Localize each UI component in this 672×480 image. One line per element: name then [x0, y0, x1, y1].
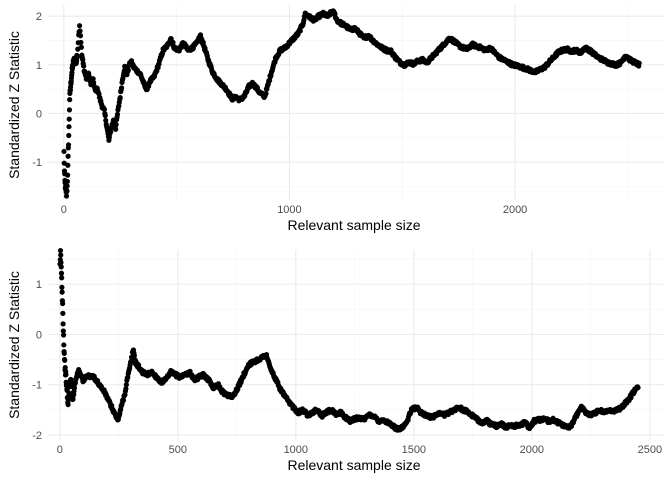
bottom-data-point: [63, 372, 69, 378]
top-data-point: [66, 124, 72, 130]
top-y-tick-label: -1: [32, 157, 42, 169]
bottom-data-point: [57, 247, 64, 254]
bottom-data-point: [60, 328, 66, 334]
top-data-point: [61, 148, 67, 155]
top-data-point: [101, 106, 108, 112]
top-data-point: [81, 63, 87, 69]
top-data-point: [77, 28, 83, 34]
bottom-data-point: [71, 385, 78, 391]
bottom-data-point: [65, 401, 71, 408]
bottom-data-point: [59, 284, 65, 290]
bottom-x-tick-label: 500: [169, 444, 187, 456]
top-data-point: [65, 162, 71, 168]
bottom-data-point: [120, 397, 127, 403]
top-data-point: [108, 129, 114, 135]
bottom-y-tick-label: 1: [36, 279, 42, 291]
top-data-point: [77, 33, 84, 39]
top-data-point: [65, 153, 71, 159]
top-data-point: [78, 44, 84, 50]
bottom-scatter-panel: -2 -1 0 1 0 500 1000 1500 2000 2500 Relevant sam…: [6, 247, 664, 473]
top-data-point: [114, 111, 121, 117]
top-data-point: [76, 23, 83, 29]
bottom-x-tick-label: 0: [57, 444, 63, 456]
bottom-data-point: [60, 300, 66, 307]
bottom-x-tick-label: 2500: [638, 444, 662, 456]
bottom-x-tick-label: 2000: [520, 444, 544, 456]
top-data-point: [297, 28, 303, 34]
bottom-points: [57, 247, 641, 433]
top-data-point: [66, 107, 73, 113]
top-data-point: [263, 91, 269, 97]
top-data-point: [67, 97, 73, 103]
top-data-point: [118, 85, 125, 91]
top-data-point: [66, 116, 72, 122]
top-data-point: [63, 193, 70, 199]
top-x-tick-labels: 0 1000 2000: [61, 204, 528, 216]
top-data-point: [636, 60, 642, 66]
top-x-axis-title: Relevant sample size: [287, 217, 420, 233]
top-data-point: [90, 76, 96, 82]
top-data-point: [102, 113, 108, 119]
top-x-tick-label: 1000: [277, 204, 301, 216]
top-data-point: [117, 95, 123, 101]
top-data-point: [65, 142, 72, 148]
top-data-point: [64, 178, 71, 185]
bottom-data-point: [60, 332, 67, 338]
bottom-data-point: [58, 264, 64, 270]
top-y-tick-label: 0: [36, 108, 42, 120]
top-scatter-panel: -1 0 1 2 0 1000 2000 Relevant sample size Sta…: [6, 5, 664, 233]
top-data-point: [74, 54, 80, 60]
top-points: [61, 8, 642, 199]
top-data-point: [103, 117, 109, 124]
bottom-data-point: [59, 275, 65, 281]
bottom-data-point: [61, 342, 67, 348]
bottom-x-tick-labels: 0 500 1000 1500 2000 2500: [57, 444, 662, 456]
bottom-y-tick-label: 0: [36, 329, 42, 341]
top-y-tick-labels: -1 0 1 2: [32, 11, 42, 169]
bottom-data-point: [62, 365, 68, 371]
top-x-tick-label: 2000: [503, 204, 527, 216]
top-grid: [48, 5, 664, 200]
bottom-x-tick-label: 1000: [284, 444, 308, 456]
bottom-data-point: [58, 252, 64, 258]
bottom-y-tick-label: -1: [32, 380, 42, 392]
top-data-point: [78, 39, 84, 46]
bottom-data-point: [123, 386, 129, 392]
bottom-data-point: [635, 385, 641, 391]
bottom-data-point: [70, 396, 76, 402]
bottom-grid: [48, 250, 664, 440]
bottom-data-point: [60, 321, 66, 327]
bottom-x-tick-label: 1500: [402, 444, 426, 456]
top-y-tick-label: 1: [36, 60, 42, 72]
bottom-data-point: [59, 289, 65, 295]
top-data-point: [301, 17, 307, 23]
top-y-tick-label: 2: [36, 11, 42, 23]
bottom-data-point: [60, 310, 66, 316]
bottom-data-point: [58, 270, 65, 276]
bottom-y-tick-labels: -2 -1 0 1: [32, 279, 42, 442]
bottom-x-axis-title: Relevant sample size: [287, 457, 420, 473]
bottom-data-point: [131, 352, 137, 359]
bottom-data-point: [123, 382, 129, 388]
bottom-y-tick-label: -2: [32, 430, 42, 442]
top-data-point: [125, 67, 131, 73]
top-data-point: [66, 132, 72, 139]
bottom-data-point: [62, 357, 68, 363]
top-x-tick-label: 0: [61, 204, 67, 216]
bottom-data-point: [58, 259, 64, 266]
top-y-axis-title: Standardized Z Statistic: [6, 31, 22, 179]
top-data-point: [64, 188, 70, 194]
top-data-point: [65, 172, 71, 178]
top-data-point: [64, 183, 70, 189]
top-data-point: [113, 121, 119, 128]
bottom-y-axis-title: Standardized Z Statistic: [6, 271, 22, 419]
top-data-point: [113, 126, 119, 132]
bottom-data-point: [61, 350, 67, 356]
